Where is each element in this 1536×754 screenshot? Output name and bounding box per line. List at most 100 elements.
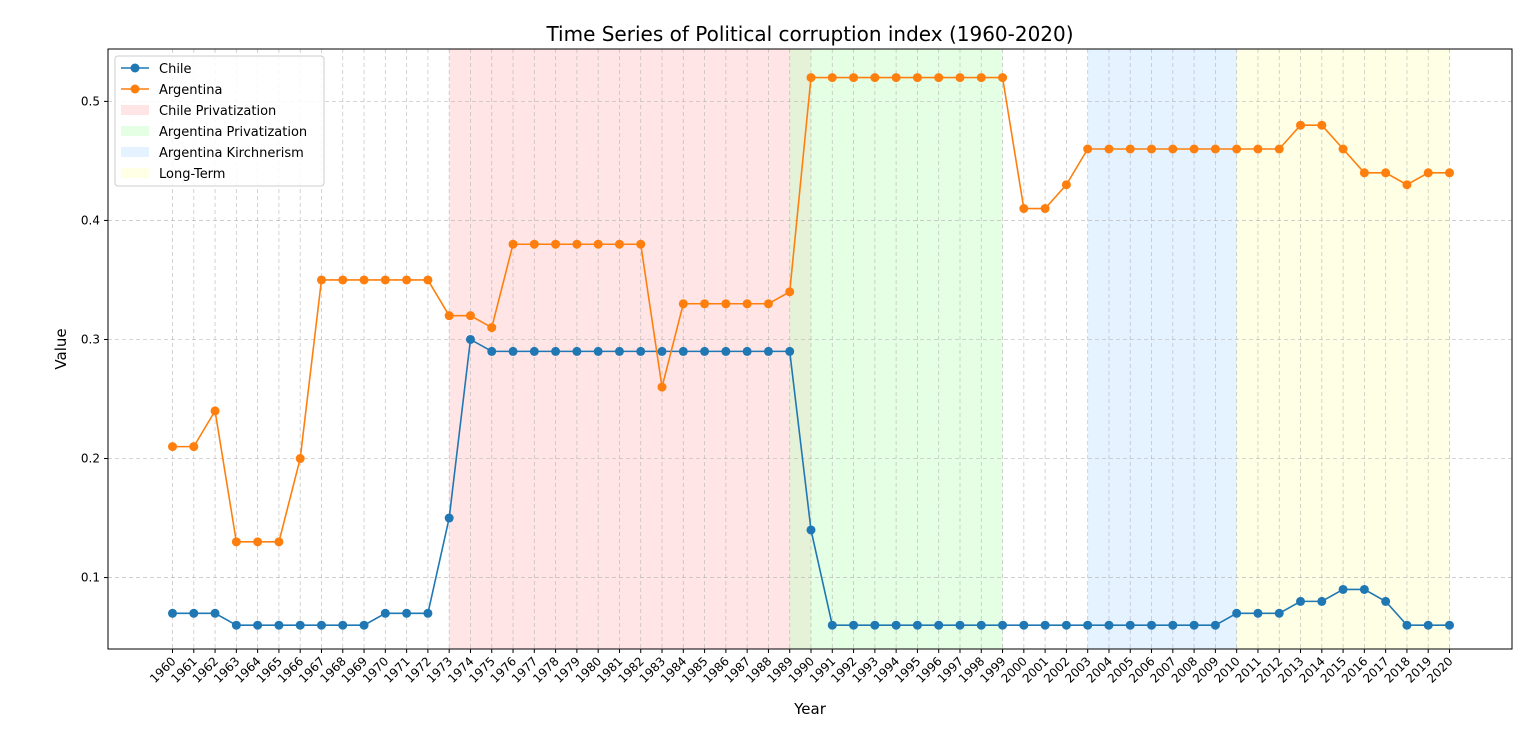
data-point (636, 239, 646, 249)
y-tick-label: 0.5 (81, 94, 100, 108)
data-point (934, 620, 944, 630)
data-point (1040, 620, 1050, 630)
data-point (678, 299, 688, 309)
data-point (210, 406, 220, 416)
data-point (231, 620, 241, 630)
data-point (168, 608, 177, 618)
data-point (891, 73, 901, 83)
data-point (1147, 144, 1157, 154)
data-point (338, 620, 348, 630)
legend-box (114, 55, 325, 187)
data-point (529, 239, 539, 249)
data-point (338, 275, 348, 285)
data-point (1232, 144, 1242, 154)
x-axis-title: Year (793, 700, 827, 718)
data-point (1423, 168, 1433, 178)
data-point (1232, 608, 1242, 618)
y-tick-label: 0.3 (81, 332, 100, 346)
data-point (423, 608, 433, 618)
data-point (785, 346, 795, 356)
legend-label: Argentina Kirchnerism (159, 146, 304, 161)
data-point (976, 620, 986, 630)
data-point (1274, 144, 1284, 154)
data-point (380, 275, 390, 285)
data-point (593, 239, 603, 249)
data-point (1104, 620, 1114, 630)
legend-label: Argentina Privatization (159, 125, 307, 140)
data-point (827, 620, 837, 630)
data-point (1019, 204, 1029, 214)
data-point (721, 299, 731, 309)
data-point (721, 346, 731, 356)
data-point (998, 73, 1008, 83)
data-point (316, 275, 326, 285)
data-point (1338, 144, 1348, 154)
data-point (253, 620, 263, 630)
data-point (1423, 620, 1433, 630)
data-point (700, 299, 710, 309)
data-point (572, 346, 582, 356)
legend-label: Chile Privatization (159, 104, 276, 119)
data-point (1296, 596, 1306, 606)
data-point (295, 620, 305, 630)
data-point (849, 73, 859, 83)
data-point (1402, 620, 1412, 630)
data-point (508, 346, 518, 356)
data-point (274, 537, 284, 547)
data-point (763, 346, 773, 356)
data-point (891, 620, 901, 630)
data-point (976, 73, 986, 83)
data-point (955, 73, 965, 83)
data-point (551, 346, 561, 356)
period-band-2 (1087, 49, 1237, 649)
data-point (1402, 180, 1412, 190)
data-point (657, 382, 667, 392)
data-point (380, 608, 390, 618)
legend-patch-swatch (121, 126, 149, 136)
data-point (508, 239, 518, 249)
data-point (402, 608, 412, 618)
data-point (614, 239, 624, 249)
series-lines (168, 73, 1454, 630)
data-point (955, 620, 965, 630)
data-point (359, 275, 369, 285)
data-point (1253, 144, 1263, 154)
data-point (423, 275, 433, 285)
data-point (551, 239, 561, 249)
data-point (1381, 168, 1391, 178)
data-point (700, 346, 710, 356)
data-point (1317, 120, 1327, 130)
data-point (1274, 608, 1284, 618)
data-point (742, 346, 752, 356)
data-point (1083, 620, 1093, 630)
legend: Chile Argentina Chile Privatization Argenti… (114, 55, 325, 187)
y-axis-ticks: 0.1 0.2 0.3 0.4 0.5 (81, 94, 108, 585)
data-point (231, 537, 241, 547)
data-point (1168, 620, 1178, 630)
data-point (572, 239, 582, 249)
data-point (189, 608, 199, 618)
data-point (998, 620, 1008, 630)
chart-title: Time Series of Political corruption inde… (545, 22, 1073, 46)
data-point (487, 323, 497, 333)
data-point (934, 73, 944, 83)
data-point (742, 299, 752, 309)
y-tick-label: 0.4 (81, 213, 100, 227)
data-point (359, 620, 369, 630)
period-band-1 (789, 49, 1003, 649)
x-axis-ticks: 1960196119621963196419651966196719681969… (147, 649, 1456, 686)
data-point (785, 287, 795, 297)
data-point (1104, 144, 1114, 154)
data-point (870, 620, 880, 630)
data-point (253, 537, 263, 547)
data-point (849, 620, 859, 630)
data-point (763, 299, 773, 309)
legend-patch-swatch (121, 168, 149, 178)
data-point (1210, 144, 1220, 154)
y-tick-label: 0.2 (81, 452, 100, 466)
data-point (168, 442, 177, 452)
data-point (1061, 620, 1071, 630)
data-point (1445, 620, 1454, 630)
data-point (465, 334, 475, 344)
data-point (444, 311, 454, 321)
